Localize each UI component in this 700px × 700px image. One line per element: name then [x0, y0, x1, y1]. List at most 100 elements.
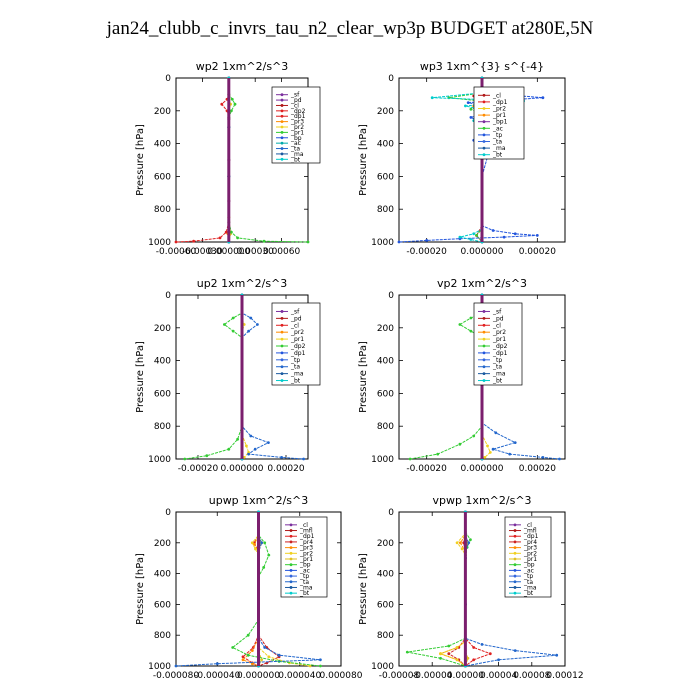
y-tick-label: 0 — [388, 291, 394, 301]
y-tick-label: 400 — [377, 140, 394, 150]
y-tick-label: 200 — [154, 539, 171, 549]
series-point — [246, 633, 250, 637]
series-point — [469, 538, 472, 542]
panel-title: upwp 1xm^2/s^3 — [209, 494, 309, 507]
legend-label: _dp1 — [492, 350, 508, 357]
legend-label: _cl — [299, 522, 308, 529]
series-point — [455, 646, 459, 649]
legend-label: _cl — [492, 322, 501, 329]
series-point — [220, 102, 224, 106]
legend-marker — [280, 372, 284, 376]
series-point — [458, 235, 462, 239]
x-tick-label: 0.00000 — [447, 671, 484, 681]
series-point — [508, 452, 512, 456]
series-point — [425, 239, 429, 242]
legend-marker — [280, 379, 284, 382]
series-point — [535, 234, 539, 237]
legend: _cl_dp1_pr2_pr1_bp1_ac_tp_ta_ma_bt — [473, 86, 525, 160]
legend-marker — [280, 147, 284, 150]
series-point — [250, 649, 254, 652]
legend-marker — [280, 98, 284, 102]
legend-label: _bt — [290, 156, 301, 163]
legend-marker — [482, 120, 486, 124]
y-tick-label: 400 — [154, 357, 171, 367]
series-point — [267, 553, 271, 557]
x-tick-label: -0.00020 — [406, 247, 447, 257]
legend-marker — [280, 120, 284, 124]
legend-label: _bt — [492, 152, 503, 159]
legend-label: _tp — [299, 573, 309, 580]
y-tick-label: 1000 — [148, 662, 171, 672]
y-tick-label: 600 — [154, 389, 171, 399]
legend-label: _bt — [492, 378, 503, 385]
series-line — [407, 512, 471, 667]
x-tick-label: 0.00008 — [513, 671, 550, 681]
legend-label: _pr2 — [523, 550, 537, 557]
legend-marker — [482, 330, 486, 334]
chart-up2: up2 1xm^2/s^3 Pressure [hPa] 0 200 400 600 800… — [135, 277, 321, 474]
legend-marker — [513, 580, 517, 584]
legend-label: _ac — [299, 567, 310, 574]
panel-title: wp3 1xm^{3} s^{-4} — [420, 60, 544, 73]
legend-label: _ac — [523, 567, 534, 574]
legend-marker — [513, 563, 517, 567]
x-tick-label: -0.00004 — [412, 671, 453, 681]
series-point — [174, 240, 178, 244]
legend-label: _ta — [299, 579, 309, 586]
series-point — [192, 239, 196, 243]
series-line — [175, 512, 321, 667]
legend-label: _sf — [492, 308, 502, 315]
series-point — [260, 658, 263, 662]
legend-label: _sf — [290, 92, 300, 99]
legend-label: _dp2 — [290, 343, 306, 350]
x-tick-label: -0.000080 — [153, 671, 199, 681]
series-point — [397, 240, 401, 244]
series-point — [236, 437, 240, 441]
panel-title: vpwp 1xm^2/s^3 — [432, 494, 531, 507]
legend-label: _bp — [523, 562, 535, 569]
chart-vp2: vp2 1xm^2/s^3 Pressure [hPa] 0 200 400 600 800… — [358, 277, 566, 474]
y-tick-label: 200 — [377, 324, 394, 334]
legend-box — [473, 302, 523, 386]
series-point — [250, 541, 254, 545]
legend-marker — [482, 113, 486, 117]
series-point — [241, 655, 245, 659]
series-point — [230, 109, 233, 113]
legend-label: _pr2 — [290, 124, 304, 131]
y-tick-label: 400 — [154, 140, 171, 150]
y-axis-label: Pressure [hPa] — [358, 124, 369, 196]
x-tick-label: 0.000000 — [207, 247, 250, 257]
series-point — [260, 541, 263, 545]
chart-vpwp: vpwp 1xm^2/s^3 Pressure [hPa] 0 200 400 600 80… — [358, 494, 584, 681]
legend-marker — [482, 146, 486, 150]
y-axis-label: Pressure [hPa] — [135, 124, 146, 196]
series-point — [262, 239, 266, 243]
series-point — [469, 316, 473, 320]
legend-label: _ta — [492, 139, 502, 146]
legend-marker — [482, 372, 486, 376]
legend-label: _pr2 — [492, 329, 506, 336]
series-point — [256, 323, 259, 326]
legend-marker — [482, 140, 486, 143]
legend-label: _ta — [492, 364, 502, 371]
x-tick-label: 0.000000 — [461, 247, 504, 257]
x-tick-label: 0.00020 — [519, 247, 556, 257]
legend-marker — [513, 523, 517, 527]
legend: _cl_mfl_dp1_pr4_pr3_pr2_pr1_bp_ac_tp_ta_… — [280, 516, 328, 598]
panel-title: vp2 1xm^2/s^3 — [437, 277, 527, 290]
series-point — [439, 652, 442, 656]
series-line — [231, 512, 321, 667]
x-tick-label: 0.000000 — [461, 464, 504, 474]
legend-label: _tp — [492, 357, 502, 364]
x-tick-label: -0.000040 — [194, 671, 240, 681]
legend-marker — [513, 557, 517, 561]
legend-marker — [280, 330, 284, 334]
legend-marker — [280, 136, 284, 140]
legend-label: _pr1 — [290, 336, 304, 343]
y-tick-label: 400 — [377, 570, 394, 580]
y-tick-label: 600 — [154, 600, 171, 610]
series-line — [410, 295, 483, 460]
x-tick-label: 0.00020 — [519, 464, 556, 474]
series-point — [267, 655, 271, 659]
